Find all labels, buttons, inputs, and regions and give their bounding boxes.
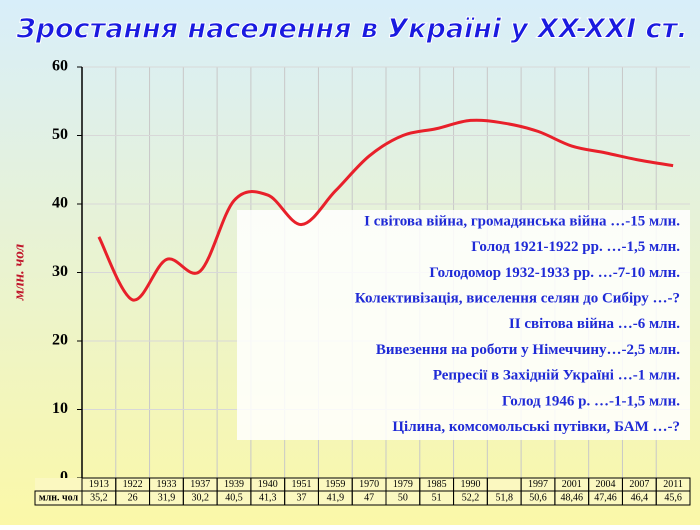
chart-title: Зростання населення в Україні у XX-XXI с… bbox=[16, 14, 688, 45]
value-label: 50 bbox=[398, 492, 408, 503]
x-tick-label: 2011 bbox=[663, 479, 683, 490]
annotation: Голод 1946 р. …-1-1,5 млн. bbox=[502, 393, 680, 409]
annotation: І світова війна, громадянська війна …-15… bbox=[364, 213, 680, 229]
table-cell bbox=[655, 490, 691, 506]
x-tick-label: 1979 bbox=[393, 479, 413, 490]
value-label: 51,8 bbox=[495, 492, 513, 503]
value-label: 50,6 bbox=[529, 492, 547, 503]
value-label: 51 bbox=[432, 492, 442, 503]
x-tick-label: 1922 bbox=[123, 479, 143, 490]
annotation: Репресії в Західній Україні …-1 млн. bbox=[433, 368, 680, 384]
value-label: 30,2 bbox=[191, 492, 209, 503]
value-label: 35,2 bbox=[90, 492, 108, 503]
y-tick-label: 20 bbox=[52, 332, 68, 349]
x-tick-label: 1937 bbox=[190, 479, 210, 490]
x-tick-label: 1951 bbox=[292, 479, 312, 490]
value-label: 45,6 bbox=[664, 492, 682, 503]
y-tick-label: 30 bbox=[52, 263, 68, 280]
x-tick-label: 1985 bbox=[427, 479, 447, 490]
value-label: 31,9 bbox=[158, 492, 176, 503]
y-axis-label: млн. чол bbox=[11, 243, 27, 301]
annotation: Вивезення на роботи у Німеччину…-2,5 млн… bbox=[376, 342, 680, 358]
x-tick-label: 1913 bbox=[89, 479, 109, 490]
y-tick-label: 60 bbox=[52, 58, 68, 75]
value-label: 41,9 bbox=[327, 492, 345, 503]
annotation: Голодомор 1932-1933 рр. …-7-10 млн. bbox=[429, 265, 680, 281]
value-label: 37 bbox=[297, 492, 307, 503]
line bbox=[97, 118, 674, 302]
value-label: 41,3 bbox=[259, 492, 277, 503]
x-tick-label: 1959 bbox=[325, 479, 345, 490]
value-label: 40,5 bbox=[225, 492, 243, 503]
y-tick-label: 0 bbox=[60, 469, 68, 486]
x-tick-label: 1970 bbox=[359, 479, 379, 490]
annotation: Цілина, комсомольські путівки, БАМ …-? bbox=[392, 419, 680, 435]
annotation: Голод 1921-1922 рр. …-1,5 млн. bbox=[471, 239, 680, 255]
y-tick-label: 40 bbox=[52, 195, 68, 212]
x-tick-label: 1940 bbox=[258, 479, 278, 490]
x-tick-label: 1997 bbox=[528, 479, 548, 490]
x-tick-label: 1933 bbox=[156, 479, 176, 490]
value-label: 46,4 bbox=[631, 492, 649, 503]
row-header: млн. чол bbox=[39, 492, 79, 503]
x-tick-label: 2001 bbox=[562, 479, 582, 490]
x-tick-label: 1990 bbox=[460, 479, 480, 490]
x-tick-label: 2004 bbox=[596, 479, 616, 490]
y-tick-label: 50 bbox=[52, 126, 68, 143]
value-label: 26 bbox=[128, 492, 138, 503]
value-label: 47 bbox=[364, 492, 374, 503]
annotation: Колективізація, виселення селян до Сибір… bbox=[355, 291, 680, 307]
y-tick-label: 10 bbox=[52, 400, 68, 417]
value-label: 52,2 bbox=[462, 492, 480, 503]
value-label: 47,46 bbox=[594, 492, 617, 503]
x-tick-label: 1939 bbox=[224, 479, 244, 490]
value-label: 48,46 bbox=[561, 492, 584, 503]
x-tick-label: 2007 bbox=[629, 479, 649, 490]
annotation: ІІ світова війна …-6 млн. bbox=[509, 316, 680, 332]
annotation-box bbox=[237, 210, 690, 440]
